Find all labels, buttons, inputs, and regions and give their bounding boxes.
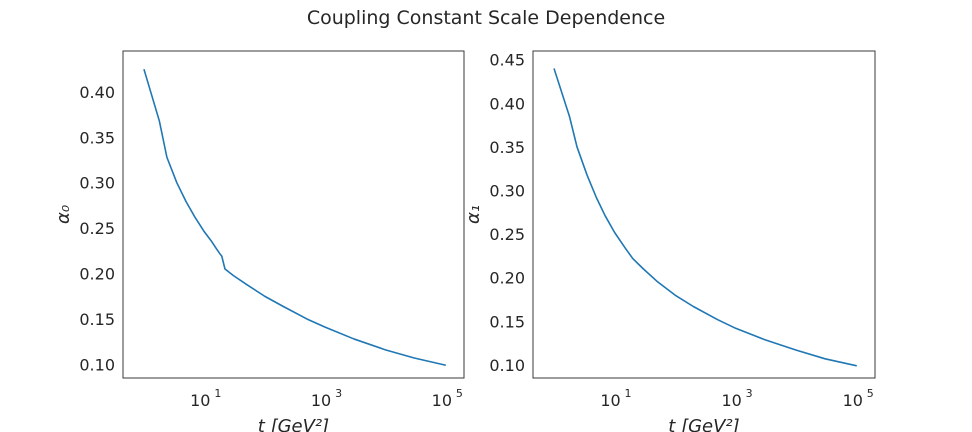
x-axis-label: t [GeV²] <box>668 416 739 432</box>
x-tick-label: 10 <box>600 391 620 410</box>
y-tick-label: 0.30 <box>489 182 525 201</box>
x-axis-label: t [GeV²] <box>258 416 329 432</box>
y-tick-label: 0.30 <box>79 174 115 193</box>
x-tick-exponent: 3 <box>335 387 342 400</box>
subplot-alpha1: 0.10 0.15 0.20 0.25 0.30 0.35 0.40 0.45 10 1 10 3 10… <box>463 50 876 432</box>
figure-title: Coupling Constant Scale Dependence <box>307 7 665 29</box>
x-tick-exponent: 5 <box>456 387 463 400</box>
y-tick-label: 0.45 <box>489 51 525 70</box>
subplot-alpha0: 0.10 0.15 0.20 0.25 0.30 0.35 0.40 10 1 10 3 10 5 t [… <box>53 50 465 432</box>
y-tick-label: 0.35 <box>79 128 115 147</box>
x-tick-label: 10 <box>311 391 331 410</box>
x-tick-exponent: 3 <box>746 387 753 400</box>
plot-frame <box>122 50 465 379</box>
y-tick-label: 0.15 <box>489 312 525 331</box>
x-tick-label: 10 <box>843 391 863 410</box>
y-tick-label: 0.35 <box>489 138 525 157</box>
y-tick-label: 0.20 <box>79 265 115 284</box>
y-tick-label: 0.10 <box>489 356 525 375</box>
y-tick-label: 0.40 <box>489 94 525 113</box>
series-line <box>143 68 446 367</box>
plot-frame <box>532 50 876 379</box>
series-line <box>553 68 857 367</box>
y-tick-label: 0.25 <box>79 219 115 238</box>
y-tick-label: 0.40 <box>79 83 115 102</box>
y-tick-label: 0.25 <box>489 225 525 244</box>
y-tick-label: 0.15 <box>79 310 115 329</box>
x-tick-label: 10 <box>190 391 210 410</box>
x-tick-exponent: 1 <box>625 387 632 400</box>
y-tick-label: 0.20 <box>489 269 525 288</box>
y-tick-label: 0.10 <box>79 355 115 374</box>
x-tick-exponent: 1 <box>214 387 221 400</box>
x-tick-exponent: 5 <box>867 387 874 400</box>
y-axis-label: α₀ <box>53 205 74 224</box>
x-tick-label: 10 <box>721 391 741 410</box>
x-tick-label: 10 <box>432 391 452 410</box>
y-axis-label: α₁ <box>463 205 484 224</box>
